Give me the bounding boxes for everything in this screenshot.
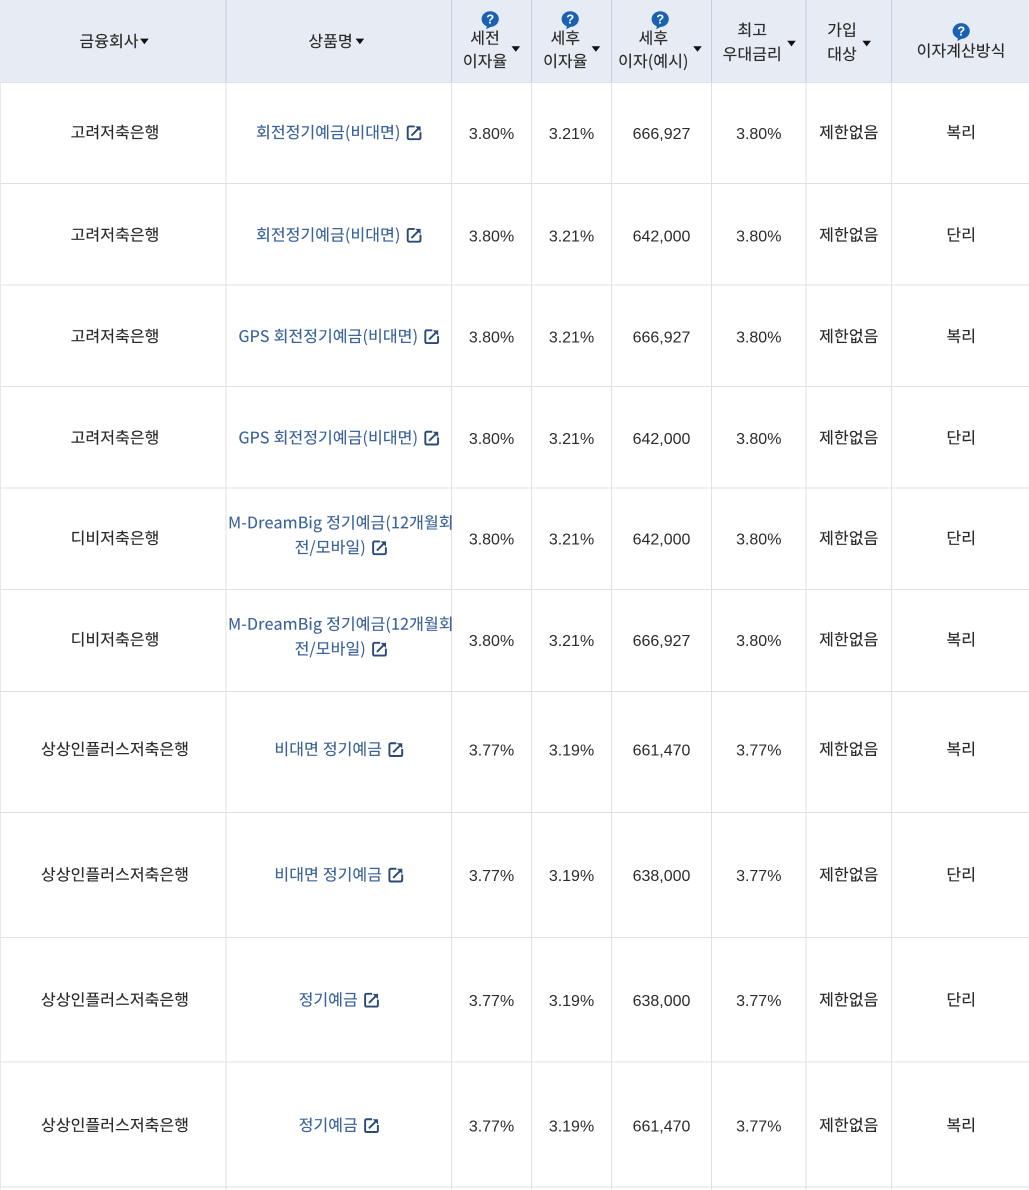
svg-text:3.80%: 3.80% — [736, 431, 781, 448]
svg-text:3.80%: 3.80% — [736, 330, 781, 347]
svg-text:3.80%: 3.80% — [469, 330, 514, 347]
svg-text:?: ? — [566, 12, 574, 27]
svg-text:3.21%: 3.21% — [549, 633, 594, 650]
svg-text:666,927: 666,927 — [633, 126, 691, 143]
svg-text:638,000: 638,000 — [633, 993, 691, 1010]
svg-text:642,000: 642,000 — [633, 532, 691, 549]
svg-text:3.80%: 3.80% — [469, 532, 514, 549]
svg-text:642,000: 642,000 — [633, 431, 691, 448]
svg-text:666,927: 666,927 — [633, 633, 691, 650]
svg-text:642,000: 642,000 — [633, 228, 691, 245]
svg-text:3.80%: 3.80% — [469, 431, 514, 448]
svg-text:3.77%: 3.77% — [736, 993, 781, 1010]
svg-text:3.19%: 3.19% — [549, 868, 594, 885]
svg-text:3.21%: 3.21% — [549, 532, 594, 549]
svg-text:3.77%: 3.77% — [736, 1119, 781, 1136]
svg-text:3.80%: 3.80% — [469, 228, 514, 245]
svg-text:3.19%: 3.19% — [549, 993, 594, 1010]
svg-text:3.80%: 3.80% — [736, 228, 781, 245]
svg-text:3.80%: 3.80% — [469, 126, 514, 143]
svg-text:661,470: 661,470 — [633, 743, 691, 760]
svg-text:?: ? — [486, 12, 494, 27]
svg-text:3.77%: 3.77% — [469, 1119, 514, 1136]
svg-text:3.21%: 3.21% — [549, 431, 594, 448]
svg-text:3.80%: 3.80% — [736, 633, 781, 650]
svg-text:3.77%: 3.77% — [736, 868, 781, 885]
svg-text:638,000: 638,000 — [633, 868, 691, 885]
svg-text:?: ? — [957, 23, 965, 38]
svg-text:3.21%: 3.21% — [549, 330, 594, 347]
svg-text:3.19%: 3.19% — [549, 1119, 594, 1136]
svg-text:3.77%: 3.77% — [736, 743, 781, 760]
svg-text:3.77%: 3.77% — [469, 993, 514, 1010]
svg-text:?: ? — [656, 12, 664, 27]
svg-text:3.19%: 3.19% — [549, 743, 594, 760]
svg-text:3.21%: 3.21% — [549, 228, 594, 245]
svg-text:666,927: 666,927 — [633, 330, 691, 347]
svg-text:3.80%: 3.80% — [736, 532, 781, 549]
svg-text:3.80%: 3.80% — [736, 126, 781, 143]
svg-text:3.21%: 3.21% — [549, 126, 594, 143]
svg-text:3.77%: 3.77% — [469, 868, 514, 885]
svg-text:661,470: 661,470 — [633, 1119, 691, 1136]
svg-text:3.77%: 3.77% — [469, 743, 514, 760]
svg-text:3.80%: 3.80% — [469, 633, 514, 650]
